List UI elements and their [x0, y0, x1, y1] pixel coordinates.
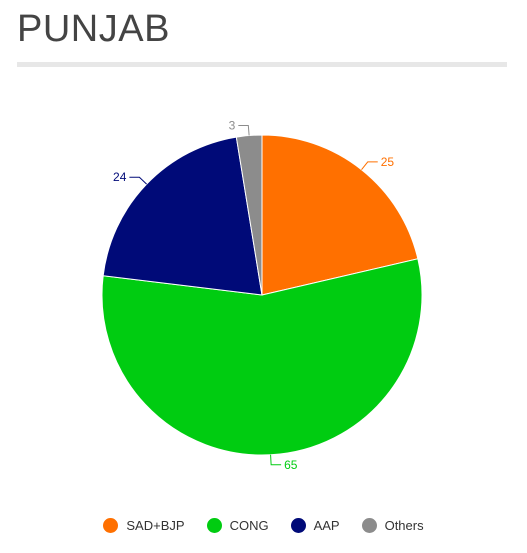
- data-label-cong: 65: [284, 458, 298, 472]
- legend-swatch: [206, 518, 222, 533]
- legend-label: Others: [384, 518, 424, 533]
- legend-item-aap[interactable]: AAP: [290, 518, 340, 533]
- legend-item-others[interactable]: Others: [361, 518, 424, 533]
- legend-label: CONG: [229, 518, 269, 533]
- data-label-connector-sad-bjp: [361, 161, 378, 171]
- page-title: PUNJAB: [17, 8, 170, 50]
- legend-label: SAD+BJP: [126, 518, 185, 533]
- pie-slice-cong[interactable]: [101, 258, 423, 456]
- data-labels: 25 65 24 3: [113, 119, 394, 472]
- title-divider: [17, 62, 507, 67]
- data-label-sad-bjp: 25: [381, 155, 395, 169]
- legend-swatch: [361, 518, 377, 533]
- data-label-connector-aap: [129, 176, 147, 185]
- legend-label: AAP: [313, 518, 340, 533]
- pie-slice-others[interactable]: [235, 134, 263, 296]
- data-label-connectors: [129, 125, 378, 466]
- pie-chart: 25 65 24 3: [101, 119, 423, 472]
- legend-swatch: [103, 518, 119, 533]
- pie-slices: [101, 134, 423, 456]
- data-label-others: 3: [229, 119, 236, 133]
- data-label-connector-cong: [270, 454, 282, 466]
- pie-slice-sad-bjp[interactable]: [261, 134, 419, 296]
- data-label-aap: 24: [113, 170, 127, 184]
- data-label-connector-others: [238, 125, 250, 136]
- legend-item-cong[interactable]: CONG: [206, 518, 269, 533]
- pie-slice-aap[interactable]: [102, 136, 263, 296]
- legend-item-sad-bjp[interactable]: SAD+BJP: [103, 518, 185, 533]
- legend-swatch: [290, 518, 306, 533]
- chart-legend: SAD+BJP CONG AAP Others: [0, 518, 527, 533]
